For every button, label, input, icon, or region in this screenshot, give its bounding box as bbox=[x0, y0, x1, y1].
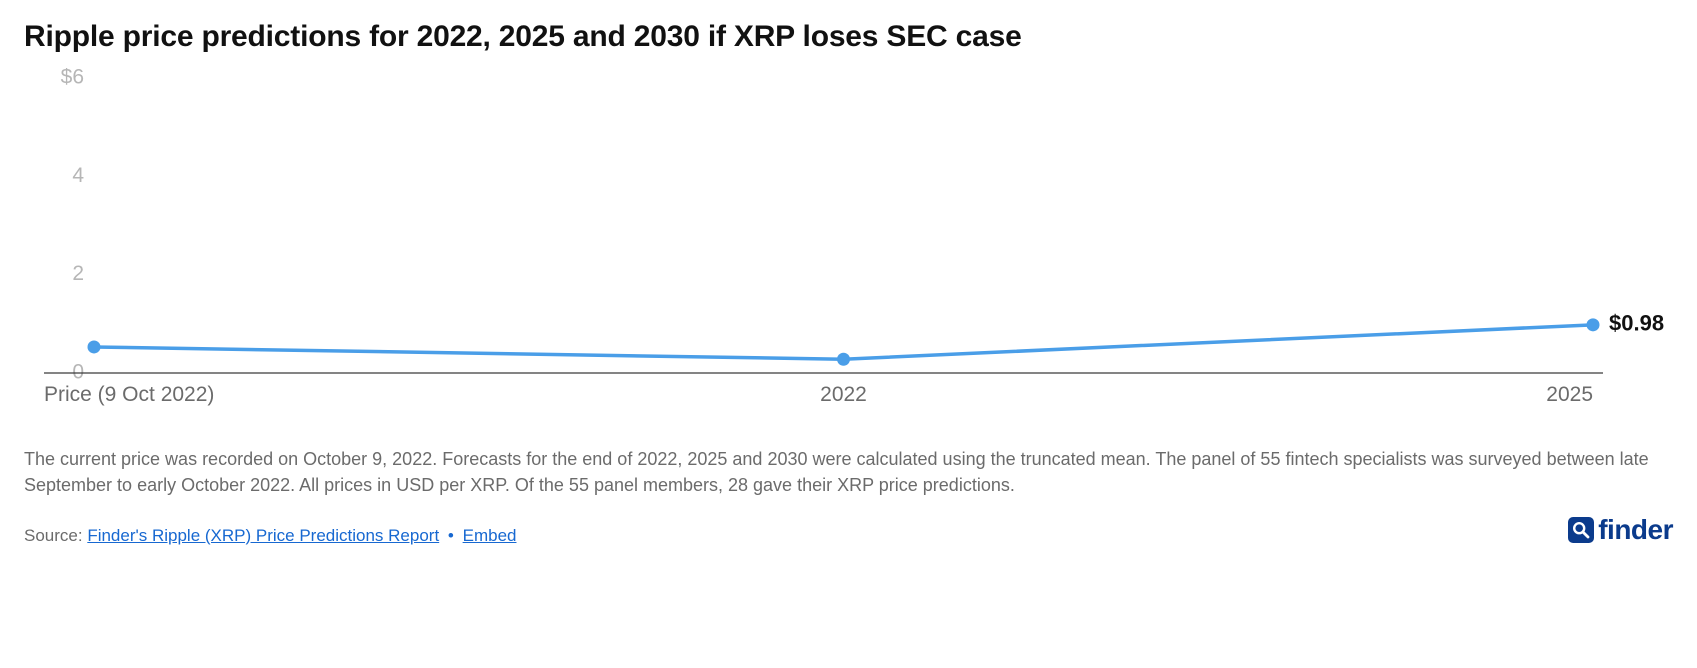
brand-text: finder bbox=[1598, 514, 1673, 546]
svg-text:2022: 2022 bbox=[820, 383, 867, 406]
svg-text:4: 4 bbox=[72, 164, 84, 187]
svg-text:$6: $6 bbox=[61, 68, 84, 89]
svg-text:Price (9 Oct 2022): Price (9 Oct 2022) bbox=[44, 383, 214, 406]
magnifier-icon bbox=[1568, 517, 1594, 543]
source-link-embed[interactable]: Embed bbox=[463, 526, 517, 545]
chart-note: The current price was recorded on Octobe… bbox=[24, 446, 1673, 498]
source-link-report[interactable]: Finder's Ripple (XRP) Price Predictions … bbox=[87, 526, 439, 545]
source-prefix: Source: bbox=[24, 526, 87, 545]
brand-logo: finder bbox=[1568, 514, 1673, 546]
source-separator: • bbox=[444, 526, 458, 545]
svg-text:2025: 2025 bbox=[1546, 383, 1593, 406]
line-chart: 0 2 4 $6 $0.98 Price (9 Oct 2022) 2022 2025 bbox=[24, 68, 1673, 418]
svg-text:2: 2 bbox=[72, 262, 84, 285]
svg-text:0: 0 bbox=[72, 361, 84, 384]
source-line: Source: Finder's Ripple (XRP) Price Pred… bbox=[24, 526, 516, 546]
svg-text:$0.98: $0.98 bbox=[1609, 311, 1664, 336]
chart-title: Ripple price predictions for 2022, 2025 … bbox=[24, 20, 1673, 54]
